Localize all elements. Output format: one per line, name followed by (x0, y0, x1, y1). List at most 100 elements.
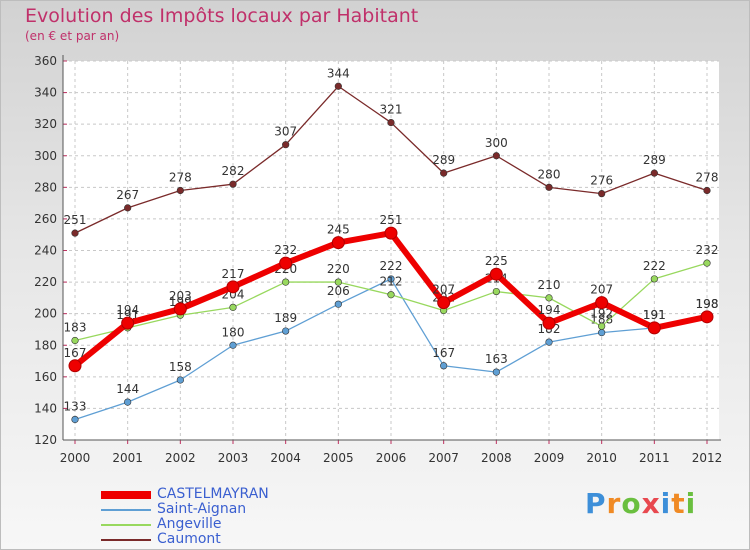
data-label-saint-aignan: 180 (222, 325, 245, 339)
y-tick-label: 200 (34, 307, 57, 321)
data-point-castelmayran (595, 296, 609, 310)
y-tick-label: 280 (34, 180, 57, 194)
data-label-caumont: 280 (538, 167, 561, 181)
data-point-castelmayran (121, 316, 135, 330)
legend-label: Caumont (157, 531, 221, 547)
data-point-angeville (387, 291, 395, 299)
x-tick-label: 2008 (481, 451, 512, 465)
data-point-castelmayran (279, 256, 293, 270)
data-label-saint-aignan: 144 (116, 382, 139, 396)
x-tick-label: 2000 (60, 451, 91, 465)
data-label-castelmayran: 191 (643, 308, 666, 322)
y-tick-label: 340 (34, 86, 57, 100)
y-tick-label: 220 (34, 275, 57, 289)
data-label-saint-aignan: 189 (274, 311, 297, 325)
data-label-caumont: 300 (485, 136, 508, 150)
data-point-saint-aignan (440, 362, 448, 370)
logo-letter: t (671, 487, 686, 520)
data-point-saint-aignan (545, 338, 553, 346)
legend-label: Saint-Aignan (157, 501, 247, 517)
data-label-angeville: 232 (696, 243, 719, 257)
data-point-saint-aignan (387, 275, 395, 283)
data-point-castelmayran (384, 226, 398, 240)
chart-title: Evolution des Impôts locaux par Habitant (25, 5, 419, 27)
data-label-castelmayran: 245 (327, 223, 350, 237)
data-label-saint-aignan: 167 (432, 346, 455, 360)
data-point-castelmayran (173, 302, 187, 316)
data-label-castelmayran: 194 (538, 303, 561, 317)
chart-subtitle: (en € et par an) (25, 29, 120, 43)
x-tick-label: 2001 (112, 451, 143, 465)
x-tick-label: 2006 (376, 451, 407, 465)
y-tick-label: 320 (34, 117, 57, 131)
data-label-saint-aignan: 198 (696, 297, 719, 311)
y-tick-label: 140 (34, 401, 57, 415)
data-point-caumont (492, 152, 500, 160)
data-label-caumont: 282 (222, 164, 245, 178)
data-label-castelmayran: 194 (116, 303, 139, 317)
data-point-saint-aignan (334, 300, 342, 308)
y-tick-label: 120 (34, 433, 57, 447)
y-tick-label: 260 (34, 212, 57, 226)
x-tick-label: 2010 (586, 451, 617, 465)
data-point-caumont (703, 186, 711, 195)
x-tick-label: 2003 (218, 451, 249, 465)
data-point-caumont (440, 169, 448, 177)
data-label-saint-aignan: 163 (485, 352, 508, 366)
logo-letter: x (641, 487, 661, 520)
data-label-angeville: 191 (116, 308, 139, 322)
data-point-angeville (703, 259, 711, 267)
data-label-castelmayran: 198 (696, 297, 719, 311)
legend-label: Angeville (157, 516, 222, 532)
logo-letter: r (606, 487, 622, 520)
data-label-castelmayran: 207 (432, 283, 455, 297)
data-label-angeville: 220 (327, 262, 350, 276)
data-label-caumont: 251 (64, 213, 87, 227)
data-label-castelmayran: 225 (485, 254, 508, 268)
data-point-saint-aignan (598, 329, 606, 337)
data-label-saint-aignan: 133 (64, 399, 87, 413)
data-label-angeville: 212 (380, 275, 403, 289)
data-point-caumont (650, 169, 658, 177)
data-label-caumont: 289 (643, 153, 666, 167)
data-label-caumont: 344 (327, 66, 350, 80)
data-point-saint-aignan (229, 341, 237, 349)
logo-letter: i (660, 487, 672, 520)
data-point-castelmayran (542, 316, 556, 330)
data-label-caumont: 278 (696, 170, 719, 184)
y-tick-label: 360 (34, 54, 57, 68)
data-point-angeville (598, 322, 606, 330)
data-point-angeville (282, 278, 290, 286)
data-label-caumont: 289 (432, 153, 455, 167)
data-label-caumont: 276 (590, 174, 613, 188)
data-point-saint-aignan (71, 415, 79, 424)
data-label-castelmayran: 251 (380, 213, 403, 227)
logo-letter: i (685, 487, 697, 520)
data-point-caumont (229, 180, 237, 188)
data-point-angeville (650, 275, 658, 283)
legend-swatch (101, 491, 151, 499)
data-point-saint-aignan (492, 368, 500, 376)
data-point-angeville (334, 278, 342, 286)
data-point-caumont (176, 186, 184, 195)
data-label-castelmayran: 167 (64, 346, 87, 360)
logo-letter: o (621, 487, 642, 520)
data-label-angeville: 210 (538, 278, 561, 292)
data-point-angeville (492, 287, 500, 296)
y-tick-label: 160 (34, 370, 57, 384)
data-point-caumont (71, 229, 79, 237)
x-tick-label: 2012 (692, 451, 723, 465)
x-tick-label: 2002 (165, 451, 196, 465)
x-tick-label: 2005 (323, 451, 354, 465)
data-label-castelmayran: 207 (590, 283, 613, 297)
y-tick-label: 300 (34, 149, 57, 163)
data-point-castelmayran (647, 321, 661, 335)
data-label-castelmayran: 217 (222, 267, 245, 281)
data-point-castelmayran (489, 267, 503, 281)
data-point-castelmayran (700, 310, 714, 324)
data-point-caumont (545, 183, 553, 191)
data-label-caumont: 267 (116, 188, 139, 202)
y-tick-label: 240 (34, 244, 57, 258)
legend-swatch (101, 524, 151, 526)
